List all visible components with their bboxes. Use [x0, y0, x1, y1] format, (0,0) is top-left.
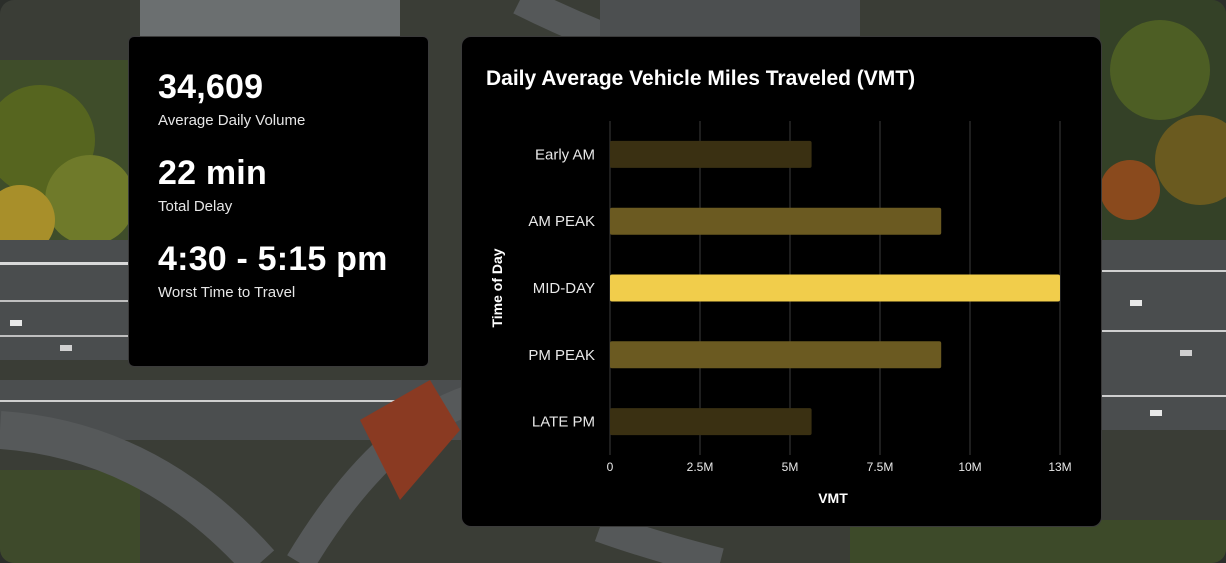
stat-value: 34,609 [158, 68, 264, 106]
vmt-chart-card: Daily Average Vehicle Miles Traveled (VM… [461, 36, 1102, 527]
bar [610, 207, 942, 235]
category-label: Early AM [535, 146, 595, 163]
bar [610, 140, 812, 168]
x-tick-label: 13M [1048, 460, 1071, 474]
x-tick-label: 5M [782, 460, 799, 474]
category-label: MID-DAY [533, 280, 595, 297]
y-axis-title: Time of Day [489, 248, 505, 327]
x-tick-label: 10M [958, 460, 981, 474]
bar [610, 408, 812, 436]
x-tick-label: 0 [607, 460, 614, 474]
stat-label: Worst Time to Travel [158, 284, 296, 301]
stat-value: 22 min [158, 154, 267, 192]
stat-total-delay: 22 min Total Delay [158, 153, 428, 217]
bar [610, 341, 942, 369]
x-axis-title: VMT [818, 490, 848, 506]
bar [610, 274, 1060, 302]
category-label: LATE PM [532, 414, 595, 431]
x-tick-label: 2.5M [687, 460, 714, 474]
stat-label: Average Daily Volume [158, 112, 306, 129]
x-tick-label: 7.5M [867, 460, 894, 474]
stat-worst-time: 4:30 - 5:15 pm Worst Time to Travel [158, 239, 428, 303]
stat-label: Total Delay [158, 198, 233, 215]
category-label: PM PEAK [528, 347, 595, 364]
stats-card: 34,609 Average Daily Volume 22 min Total… [128, 36, 429, 367]
chart-title: Daily Average Vehicle Miles Traveled (VM… [486, 67, 916, 90]
category-label: AM PEAK [528, 213, 595, 230]
stat-value: 4:30 - 5:15 pm [158, 240, 388, 278]
vmt-bar-chart: 0 2.5M 5M 7.5M 10M 13M Early AM AM PEAK MID-DAY P… [489, 121, 1072, 506]
stat-average-daily-volume: 34,609 Average Daily Volume [158, 67, 428, 131]
